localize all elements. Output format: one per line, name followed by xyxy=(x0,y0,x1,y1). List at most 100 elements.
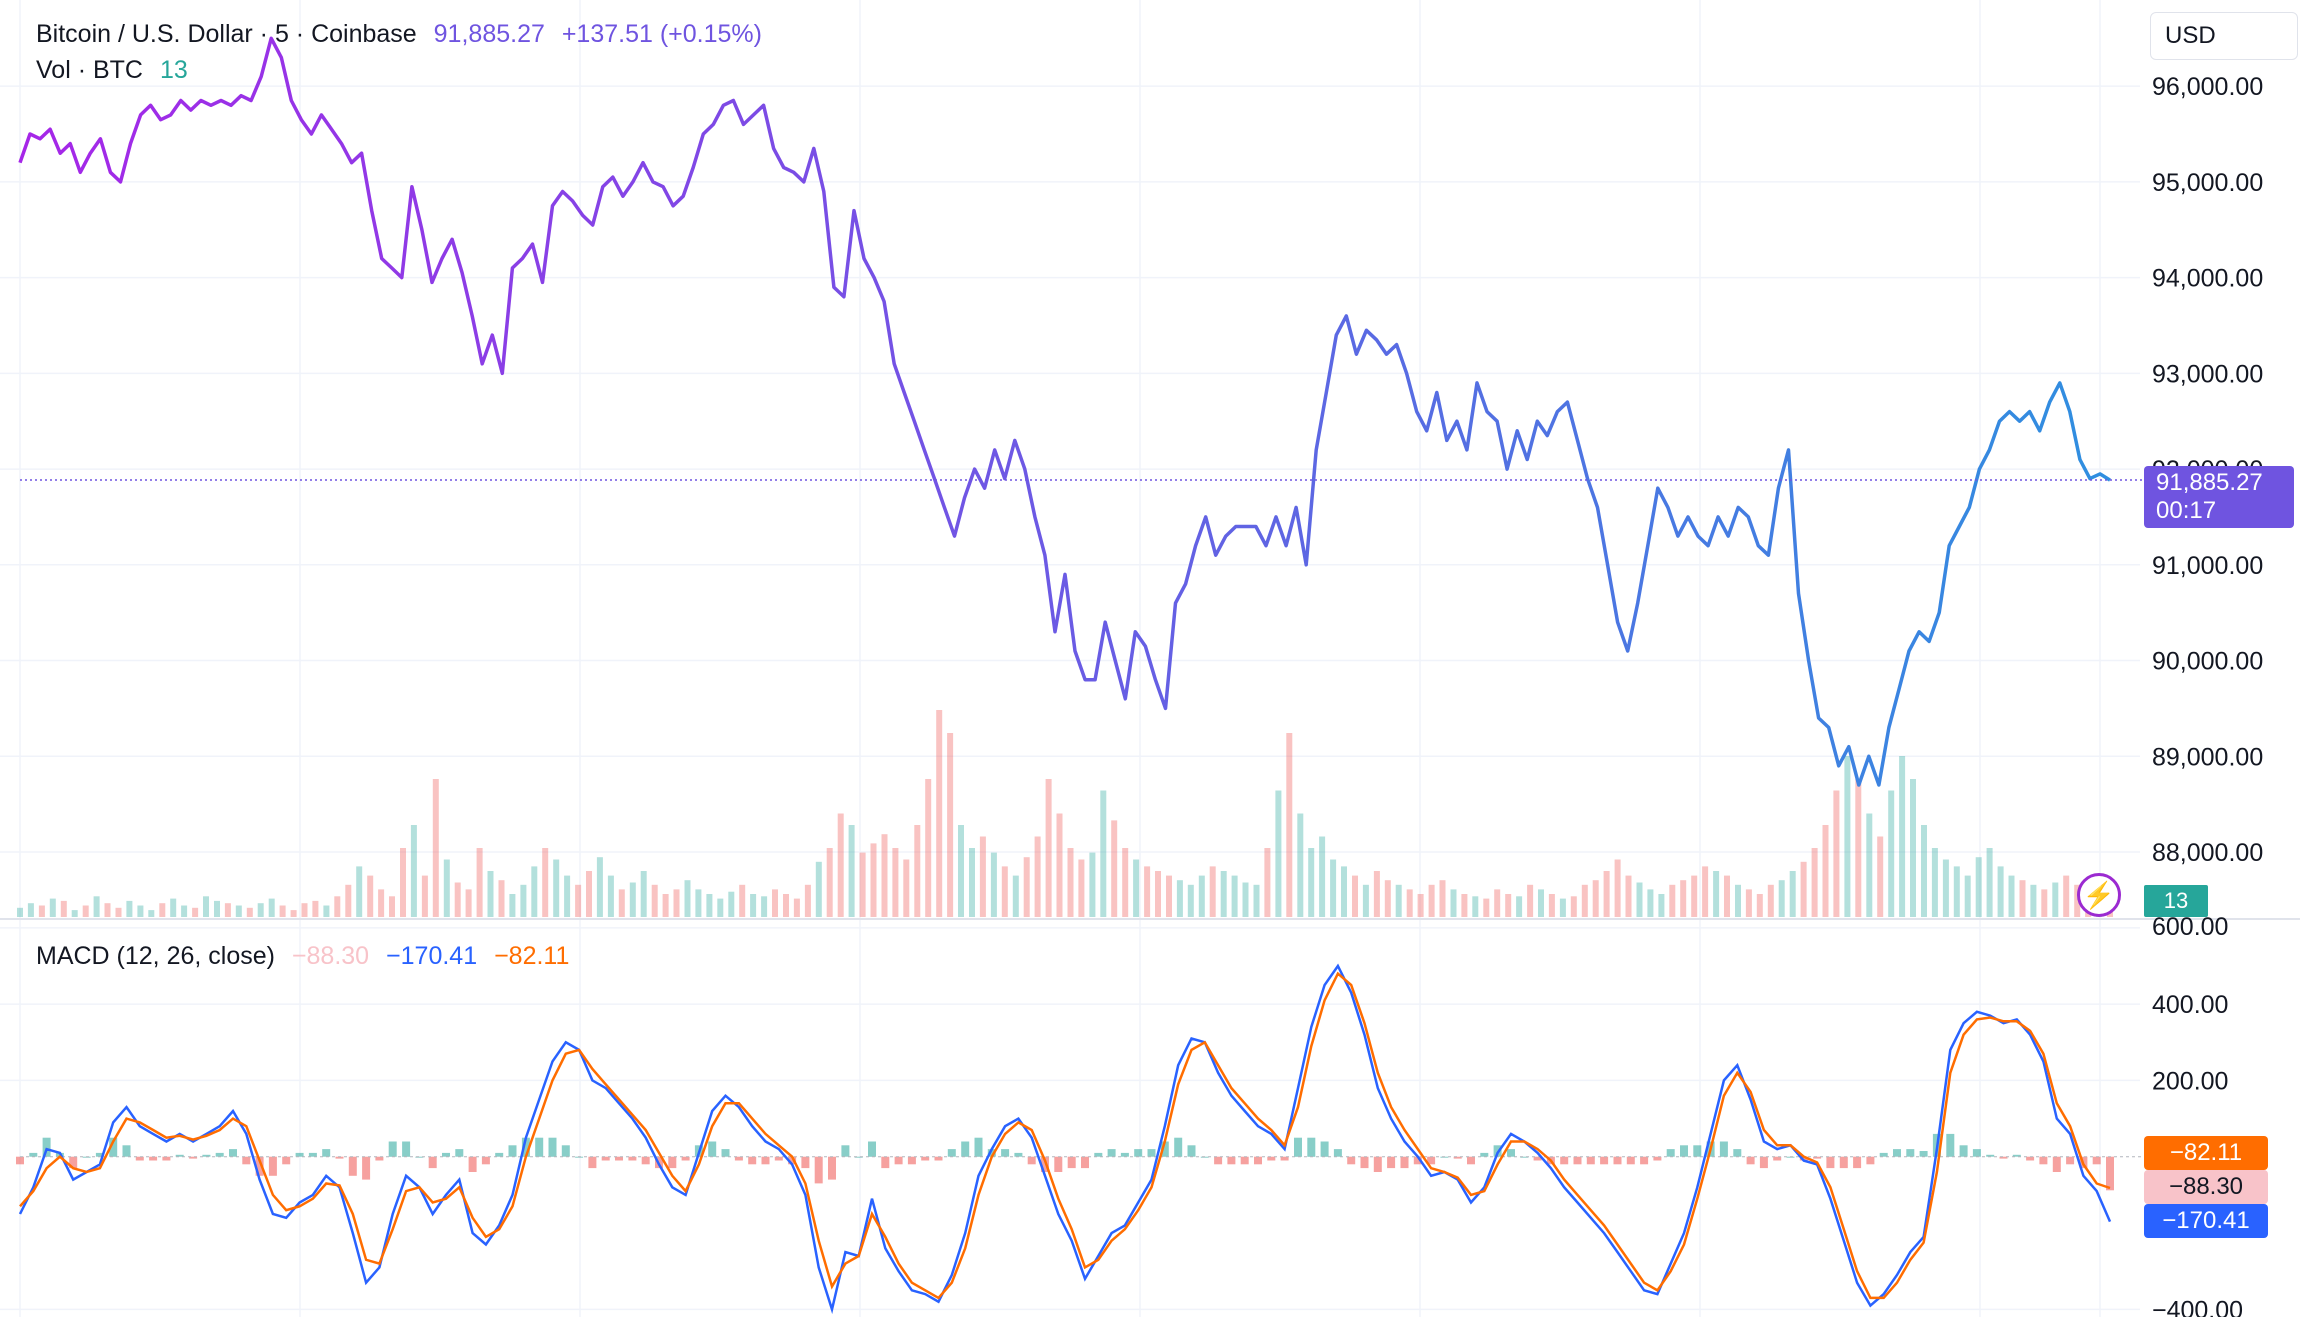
volume-bar xyxy=(246,907,253,917)
volume-bar xyxy=(1308,848,1315,917)
volume-bar xyxy=(1669,884,1676,917)
volume-bar xyxy=(1888,790,1895,917)
macd-hist-bar xyxy=(1027,1156,1036,1165)
macd-hist-bar xyxy=(521,1137,530,1157)
macd-hist-bar xyxy=(548,1137,557,1157)
volume-bar xyxy=(1472,896,1479,917)
volume-bar xyxy=(1559,898,1566,917)
volume-bar xyxy=(257,903,264,917)
volume-bar xyxy=(137,905,144,917)
symbol-title[interactable]: Bitcoin / U.S. Dollar · 5 · Coinbase xyxy=(36,20,417,48)
volume-bar xyxy=(192,907,199,917)
macd-hist-bar xyxy=(1320,1141,1329,1157)
macd-hist-bar xyxy=(1107,1149,1116,1157)
volume-bar xyxy=(454,882,461,917)
volume-bar xyxy=(170,898,177,917)
volume-bar xyxy=(1997,866,2004,917)
volume-bar xyxy=(1581,884,1588,917)
macd-hist-bar xyxy=(1853,1156,1862,1169)
volume-bar xyxy=(2052,882,2059,917)
volume-bar xyxy=(870,843,877,917)
volume-bar xyxy=(1275,790,1282,917)
macd-hist-bar xyxy=(362,1156,371,1180)
macd-hist-bar xyxy=(1120,1152,1129,1157)
volume-bar xyxy=(1745,889,1752,917)
price-tick-label: 89,000.00 xyxy=(2152,743,2263,771)
volume-bar xyxy=(815,861,822,917)
volume-bar xyxy=(148,910,155,917)
macd-hist-bar xyxy=(615,1156,623,1161)
macd-hist-tag: −88.30 xyxy=(2144,1170,2268,1204)
volume-bar xyxy=(1406,889,1413,917)
macd-hist-bar xyxy=(801,1156,810,1169)
volume-bar xyxy=(1352,875,1358,917)
volume-bar xyxy=(279,905,286,917)
volume-bar xyxy=(640,871,647,917)
macd-legend: MACD (12, 26, close) −88.30 −170.41 −82.… xyxy=(36,942,579,971)
volume-bar xyxy=(1001,866,1008,917)
volume-legend: Vol · BTC 13 xyxy=(36,56,198,85)
macd-hist-bar xyxy=(1773,1156,1782,1161)
volume-bar xyxy=(93,896,100,917)
macd-hist-bar xyxy=(1799,1156,1808,1161)
macd-hist-bar xyxy=(1573,1156,1582,1165)
volume-bar xyxy=(1778,880,1785,917)
macd-hist-bar xyxy=(987,1149,996,1157)
volume-label[interactable]: Vol · BTC xyxy=(36,56,143,84)
volume-bar xyxy=(1986,848,1993,917)
macd-hist-bar xyxy=(1054,1156,1063,1172)
volume-bar xyxy=(1341,866,1347,917)
volume-bar xyxy=(542,848,549,917)
macd-hist-bar xyxy=(1081,1156,1089,1169)
macd-hist-bar xyxy=(1240,1156,1249,1165)
macd-tick-label: 600.00 xyxy=(2152,913,2228,941)
macd-hist-bar xyxy=(854,1156,863,1158)
volume-bar xyxy=(1625,875,1632,917)
volume-bar xyxy=(1548,894,1555,917)
volume-bar xyxy=(1964,875,1971,917)
volume-bar xyxy=(27,903,34,917)
macd-hist-bar xyxy=(95,1152,104,1157)
volume-bar xyxy=(2019,880,2026,917)
macd-hist-bar xyxy=(1014,1152,1023,1157)
volume-bar xyxy=(1319,836,1326,917)
volume-bar xyxy=(1395,884,1402,917)
currency-selector[interactable]: USD xyxy=(2150,12,2298,60)
volume-bar xyxy=(323,905,330,917)
macd-hist-bar xyxy=(1879,1152,1888,1157)
macd-hist-bar xyxy=(1067,1156,1076,1169)
volume-bar xyxy=(38,905,45,917)
macd-hist-bar xyxy=(681,1156,690,1161)
macd-hist-bar xyxy=(442,1152,450,1157)
macd-hist-bar xyxy=(348,1156,357,1176)
volume-bar xyxy=(1516,896,1523,917)
macd-hist-bar xyxy=(961,1141,970,1157)
macd-hist-bar xyxy=(2106,1156,2114,1191)
macd-hist-bar xyxy=(2012,1154,2021,1157)
volume-bar xyxy=(1264,848,1271,917)
volume-bar xyxy=(903,859,910,917)
volume-bar xyxy=(2041,889,2048,917)
lightning-icon[interactable]: ⚡ xyxy=(2077,873,2121,917)
volume-bar xyxy=(82,905,89,917)
volume-bar xyxy=(673,889,680,917)
macd-hist-bar xyxy=(1733,1149,1742,1157)
volume-bar xyxy=(1144,866,1151,917)
volume-bar xyxy=(1636,882,1643,917)
volume-bar xyxy=(695,889,702,917)
macd-hist-bar xyxy=(1094,1152,1103,1157)
price-line xyxy=(18,36,2111,787)
macd-hist-bar xyxy=(1999,1156,2008,1159)
macd-line-tag: −170.41 xyxy=(2144,1204,2268,1238)
macd-label[interactable]: MACD (12, 26, close) xyxy=(36,942,275,970)
signal-line xyxy=(19,971,2111,1300)
macd-signal-tag: −82.11 xyxy=(2144,1136,2268,1170)
volume-bar xyxy=(224,903,231,917)
volume-bar xyxy=(783,894,789,917)
volume-bar xyxy=(1658,894,1665,917)
volume-bar xyxy=(312,900,319,917)
last-price: 91,885.27 xyxy=(433,20,545,48)
volume-bar xyxy=(969,848,975,917)
macd-hist-bar xyxy=(1333,1149,1342,1157)
